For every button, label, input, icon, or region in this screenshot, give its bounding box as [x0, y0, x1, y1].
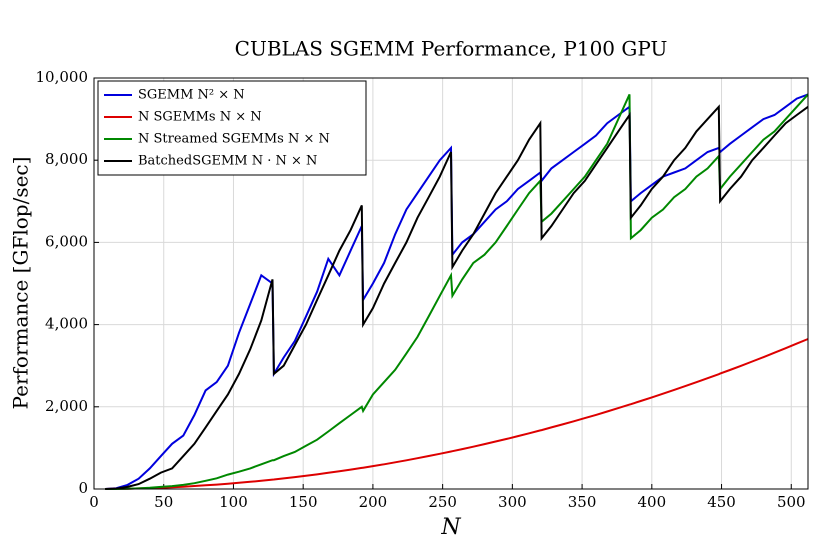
- y-tick-label: 8,000: [45, 150, 88, 168]
- series-line: [105, 104, 809, 490]
- legend-label: BatchedSGEMM N · N × N: [138, 154, 317, 169]
- y-tick-label: 2,000: [45, 397, 88, 415]
- x-tick-label: 50: [154, 493, 173, 511]
- x-tick-label: 100: [219, 493, 248, 511]
- series-line: [105, 338, 809, 490]
- chart-title: CUBLAS SGEMM Performance, P100 GPU: [235, 37, 668, 61]
- legend-box: [97, 80, 367, 176]
- y-tick-label: 0: [78, 479, 88, 497]
- series-line: [105, 93, 809, 490]
- x-tick-label: 250: [428, 493, 457, 511]
- legend-label: SGEMM N² × N: [138, 88, 245, 103]
- x-tick-label: 400: [637, 493, 666, 511]
- y-tick-label: 4,000: [45, 315, 88, 333]
- x-tick-label: 0: [89, 493, 99, 511]
- x-tick-label: 150: [289, 493, 318, 511]
- legend-label: N SGEMMs N × N: [138, 110, 262, 125]
- x-tick-label: 500: [777, 493, 806, 511]
- x-axis-label: N: [440, 515, 461, 540]
- x-tick-label: 350: [568, 493, 597, 511]
- legend-label: N Streamed SGEMMs N × N: [138, 132, 330, 147]
- y-tick-label: 10,000: [36, 68, 89, 86]
- series-line: [105, 93, 809, 490]
- y-tick-label: 6,000: [45, 232, 88, 250]
- x-tick-label: 200: [359, 493, 388, 511]
- y-axis-label: Performance [GFlop/sec]: [9, 157, 33, 410]
- plot-frame: [93, 77, 809, 490]
- x-tick-label: 450: [707, 493, 736, 511]
- x-tick-label: 300: [498, 493, 527, 511]
